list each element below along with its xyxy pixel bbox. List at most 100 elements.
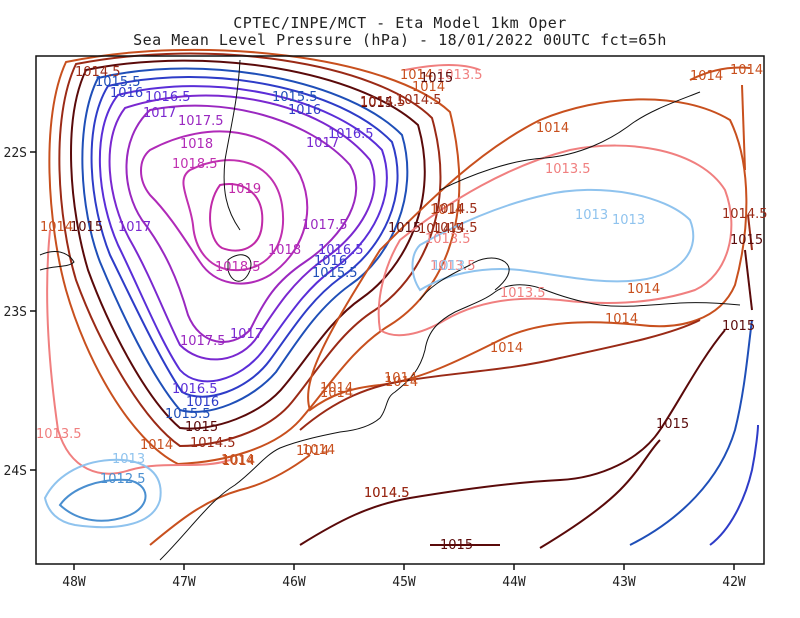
- isobar-label: 1013: [112, 452, 145, 467]
- isobar-label: 1017: [118, 220, 151, 235]
- x-tick-label: 47W: [172, 575, 196, 590]
- isobar-label: 1014: [605, 312, 638, 327]
- isobar-1013-5-east: [377, 144, 733, 337]
- isobar-label: 1016.5: [318, 243, 364, 258]
- coastline: [39, 59, 741, 561]
- isobar-label: 1014: [430, 203, 463, 218]
- isobar-label: 1014: [296, 444, 329, 459]
- isobar-label: 1018.5: [172, 157, 218, 172]
- isobar-label: 1015: [722, 319, 755, 334]
- isobar-label: 1012.5: [100, 472, 146, 487]
- isobar-1013-west: [43, 458, 162, 529]
- isobar-label: 1015: [360, 96, 393, 111]
- isobar-1014-east: [307, 98, 748, 412]
- coastline-north: [439, 91, 701, 191]
- isobar-label: 1017: [143, 106, 176, 121]
- isobar-1018: [140, 130, 309, 285]
- isobar-label: 1016.5: [172, 382, 218, 397]
- coastline-river: [223, 59, 241, 231]
- isobar-label: 1013.5: [500, 286, 546, 301]
- isobar-label: 1014: [302, 443, 335, 458]
- isobar-label: 1015.5: [312, 266, 358, 281]
- isobar-label: 1015: [185, 420, 218, 435]
- isobar-1014-south: [149, 454, 311, 546]
- isobar-label: 1015: [730, 233, 763, 248]
- isobar-label: 1014.5: [364, 486, 410, 501]
- isobar-1014-east-edge: [741, 84, 746, 171]
- isobar-label: 1016: [186, 395, 219, 410]
- isobar-label: 1017.5: [178, 114, 224, 129]
- isobar-label: 1015.5: [272, 90, 318, 105]
- isobar-label: 1014.5: [190, 436, 236, 451]
- isobar-label: 1016: [314, 254, 347, 269]
- isobar-1013-5-top: [404, 64, 481, 71]
- y-axis-ticks: 22S 23S 24S: [4, 146, 27, 479]
- isobar-1016: [90, 76, 399, 398]
- isobar-1014-5-east-edge: [747, 214, 753, 251]
- x-tick-label: 45W: [392, 575, 416, 590]
- isobar-label: 1014: [490, 341, 523, 356]
- y-tick-label: 24S: [4, 464, 27, 479]
- isobar-label: 1018.5: [215, 260, 261, 275]
- x-tick-label: 42W: [722, 575, 746, 590]
- isobar-1014-5: [58, 52, 442, 448]
- isobar-1014-5-east: [299, 319, 701, 431]
- isobar-1012-5: [58, 478, 147, 522]
- x-tick-label: 48W: [62, 575, 86, 590]
- coastline-island: [227, 254, 252, 282]
- isobar-label: 1018: [268, 243, 301, 258]
- isobar-label: 1016.5: [328, 127, 374, 142]
- isobar-label: 1014.5: [396, 93, 442, 108]
- isobar-label: 1017: [230, 327, 263, 342]
- isobar-label: 1016: [110, 86, 143, 101]
- isobar-labels: 1014.5 1015.5 1016 1016.5 1017 1017.5 10…: [36, 63, 768, 553]
- isobar-label: 1014: [320, 381, 353, 396]
- isobar-1017-5: [125, 104, 358, 343]
- coastline-main: [159, 284, 741, 561]
- x-axis-ticks: 48W 47W 46W 45W 44W 43W 42W: [62, 575, 746, 590]
- isobar-label: 1014.5: [418, 222, 464, 237]
- isobar-label: 1014: [222, 454, 255, 469]
- isobar-label: 1014: [400, 68, 433, 83]
- isobar-label: 1013: [432, 259, 465, 274]
- isobar-label: 1013.5: [36, 427, 82, 442]
- isobar-label: 1013.5: [545, 162, 591, 177]
- isobar-1019: [209, 183, 264, 252]
- isobar-1018-5: [182, 159, 285, 272]
- x-tick-label: 44W: [502, 575, 526, 590]
- isobar-label: 1014: [536, 121, 569, 136]
- isobar-1013-east: [411, 188, 695, 292]
- isobar-label: 1014: [320, 386, 353, 401]
- isobar-label: 1014.5: [432, 202, 478, 217]
- isobar-1015-5-east: [629, 319, 753, 546]
- isobar-label: 1017.5: [180, 334, 226, 349]
- isobar-label: 1013: [612, 213, 645, 228]
- isobar-1014-top: [689, 66, 751, 81]
- plot-frame: [35, 55, 765, 565]
- isobar-label: 1018: [180, 137, 213, 152]
- isobar-1015-east-edge: [744, 249, 753, 311]
- isobar-label: 1017.5: [302, 218, 348, 233]
- isobar-label: 1014: [730, 63, 763, 78]
- tick-marks: [30, 151, 735, 570]
- isobar-label: 1016.5: [145, 90, 191, 105]
- isobar-label: 1014.5: [75, 65, 121, 80]
- coastline-bay: [419, 257, 510, 301]
- isobar-label: 1015: [440, 538, 473, 553]
- isobar-1015-5: [81, 67, 409, 413]
- isobar-label: 1014: [385, 375, 418, 390]
- map-title-line-1: CPTEC/INPE/MCT - Eta Model 1km Oper: [233, 14, 567, 32]
- isobar-label: 1014: [627, 282, 660, 297]
- x-tick-label: 46W: [282, 575, 306, 590]
- coastline-west: [39, 251, 75, 271]
- isobar-label: 1015.5: [95, 75, 141, 90]
- isobar-label: 1019: [228, 182, 261, 197]
- isobar-1016-5: [98, 85, 388, 383]
- isobar-1017: [108, 94, 376, 361]
- isobar-label: 1015: [656, 417, 689, 432]
- isobar-label: 1014.5: [360, 95, 406, 110]
- isobar-label: 1014.5: [432, 221, 478, 236]
- isobar-label: 1015: [388, 221, 421, 236]
- isobar-lines: [43, 48, 759, 549]
